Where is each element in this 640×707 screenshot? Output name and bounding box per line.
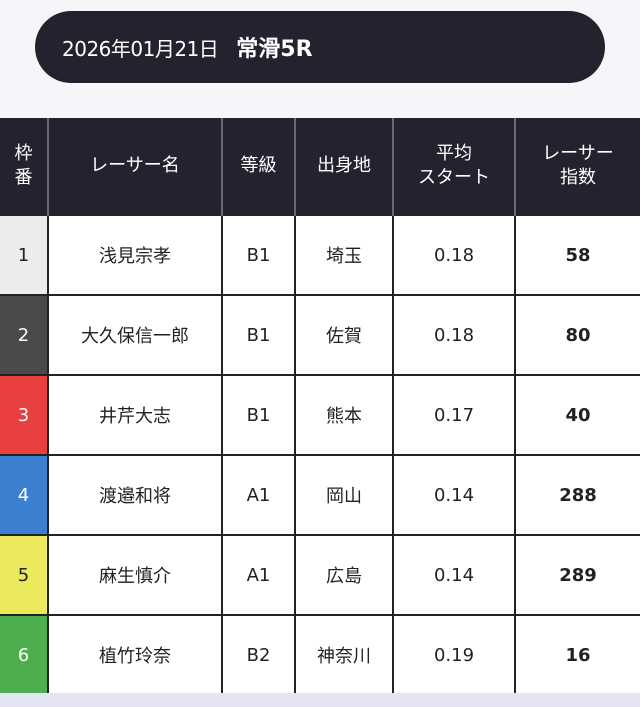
waku-cell: 4: [0, 454, 49, 536]
racer-name-cell: 麻生慎介: [47, 534, 223, 616]
racer-name-cell: 大久保信一郎: [47, 294, 223, 376]
avg-start-cell: 0.14: [392, 454, 516, 536]
waku-cell: 6: [0, 614, 49, 696]
table-row: 5 麻生慎介 A1 広島 0.14 289: [0, 534, 640, 616]
table-row: 4 渡邉和将 A1 岡山 0.14 288: [0, 454, 640, 536]
col-waku-header: 枠 番: [0, 118, 48, 215]
racer-index-cell: 288: [514, 454, 640, 536]
race-name: 常滑5R: [236, 37, 313, 62]
col-avg-start-header: 平均 スタート: [392, 118, 515, 215]
racer-index-cell: 16: [514, 614, 640, 696]
avg-start-cell: 0.19: [392, 614, 516, 696]
table-header: 枠 番レーサー名 等級 出身地 平均 スタート レーサー 指数: [0, 118, 640, 215]
origin-cell: 神奈川: [294, 614, 394, 696]
bottom-strip: [0, 693, 640, 707]
avg-start-cell: 0.18: [392, 294, 516, 376]
racer-index-cell: 40: [514, 374, 640, 456]
col-racer-name-header: レーサー名: [47, 118, 222, 215]
table-row: 3 井芹大志 B1 熊本 0.17 40: [0, 374, 640, 456]
grade-cell: B1: [221, 214, 296, 296]
origin-cell: 広島: [294, 534, 394, 616]
grade-cell: B1: [221, 374, 296, 456]
grade-cell: A1: [221, 454, 296, 536]
origin-cell: 佐賀: [294, 294, 394, 376]
avg-start-cell: 0.14: [392, 534, 516, 616]
origin-cell: 埼玉: [294, 214, 394, 296]
grade-cell: A1: [221, 534, 296, 616]
waku-cell: 2: [0, 294, 49, 376]
racer-index-cell: 289: [514, 534, 640, 616]
origin-cell: 熊本: [294, 374, 394, 456]
racer-name-cell: 植竹玲奈: [47, 614, 223, 696]
race-header: 2026年01月21日 常滑5R: [35, 11, 605, 83]
avg-start-cell: 0.18: [392, 214, 516, 296]
racer-name-cell: 渡邉和将: [47, 454, 223, 536]
racer-index-cell: 80: [514, 294, 640, 376]
table-row: 6 植竹玲奈 B2 神奈川 0.19 16: [0, 614, 640, 696]
table-row: 1 浅見宗孝 B1 埼玉 0.18 58: [0, 214, 640, 296]
avg-start-cell: 0.17: [392, 374, 516, 456]
origin-cell: 岡山: [294, 454, 394, 536]
col-grade-header: 等級: [221, 118, 295, 215]
grade-cell: B2: [221, 614, 296, 696]
racer-index-cell: 58: [514, 214, 640, 296]
waku-cell: 1: [0, 214, 49, 296]
waku-cell: 5: [0, 534, 49, 616]
racer-name-cell: 井芹大志: [47, 374, 223, 456]
col-origin-header: 出身地: [294, 118, 393, 215]
grade-cell: B1: [221, 294, 296, 376]
table-row: 2 大久保信一郎 B1 佐賀 0.18 80: [0, 294, 640, 376]
racer-table: 枠 番レーサー名 等級 出身地 平均 スタート レーサー 指数 1 浅見宗孝 B1 埼玉 0.1…: [0, 118, 640, 696]
racer-name-cell: 浅見宗孝: [47, 214, 223, 296]
waku-cell: 3: [0, 374, 49, 456]
col-racer-index-header: レーサー 指数: [514, 118, 640, 215]
race-date: 2026年01月21日: [62, 36, 219, 61]
